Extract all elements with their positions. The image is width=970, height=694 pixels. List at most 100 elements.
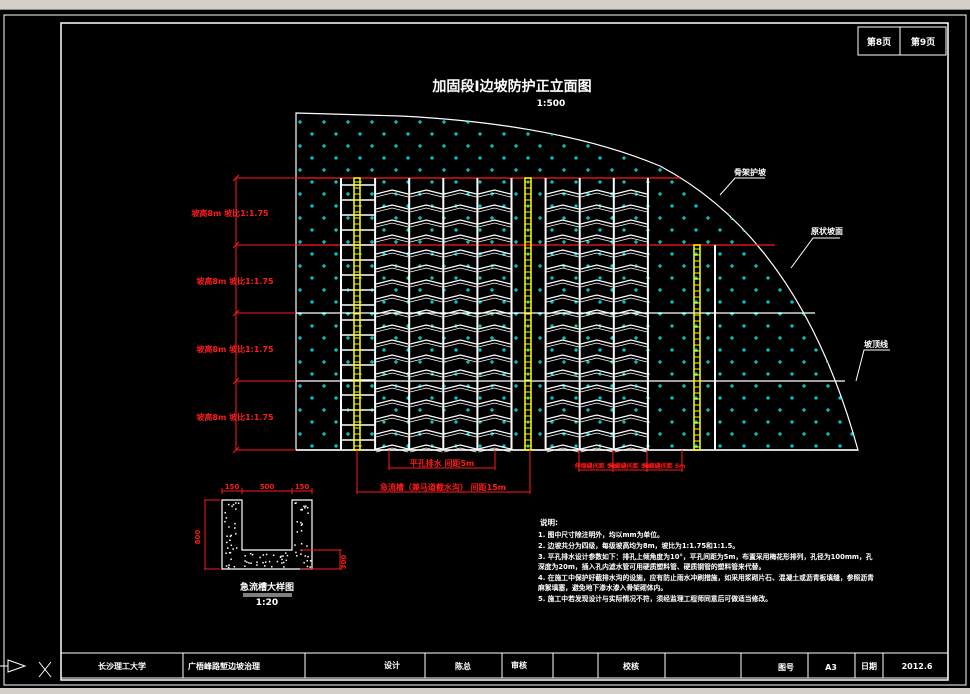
vegetation-mark (538, 216, 542, 220)
vegetation-mark (598, 156, 602, 160)
vegetation-mark (694, 156, 698, 160)
arch-beam (581, 325, 613, 329)
vegetation-mark (310, 276, 314, 280)
vegetation-mark (346, 168, 350, 172)
vegetation-mark (754, 144, 758, 148)
vegetation-mark (490, 288, 494, 292)
vegetation-mark (574, 132, 578, 136)
vegetation-mark (790, 396, 794, 400)
arch-beam (581, 238, 613, 242)
arch-beam (478, 283, 510, 287)
note-item: 深度为20m，插入孔内滤水管可用硬质塑料管、硬质钢管的塑料管来代替。 (538, 562, 765, 571)
notes-heading: 说明: (540, 517, 558, 527)
vegetation-mark (454, 276, 458, 280)
concrete-hatch (228, 526, 230, 528)
vegetation-mark (730, 360, 734, 364)
arch-beam (410, 280, 442, 284)
vegetation-mark (574, 156, 578, 160)
arch-beam (478, 193, 510, 197)
vegetation-mark (826, 408, 830, 412)
vegetation-mark (742, 276, 746, 280)
vegetation-mark (574, 348, 578, 352)
vegetation-mark (430, 132, 434, 136)
vegetation-mark (682, 120, 686, 124)
arch-beam (410, 268, 442, 272)
vegetation-mark (838, 180, 842, 184)
vegetation-mark (346, 384, 350, 388)
vegetation-mark (382, 228, 386, 232)
arch-beam (444, 328, 476, 332)
vegetation-mark (718, 324, 722, 328)
vegetation-mark (322, 120, 326, 124)
arch-beam (376, 253, 408, 257)
concrete-hatch (295, 552, 297, 554)
arch-beam (581, 403, 613, 407)
arch-beam (444, 235, 476, 239)
concrete-hatch (256, 561, 258, 563)
vegetation-mark (718, 228, 722, 232)
vegetation-mark (370, 168, 374, 172)
arch-beam (547, 298, 579, 302)
vegetation-mark (478, 444, 482, 448)
arch-beam (581, 445, 613, 449)
vegetation-mark (334, 300, 338, 304)
concrete-hatch (303, 562, 305, 564)
vegetation-mark (454, 300, 458, 304)
vegetation-mark (754, 264, 758, 268)
vegetation-mark (334, 444, 338, 448)
vegetation-mark (502, 348, 506, 352)
concrete-hatch (301, 543, 303, 545)
concrete-hatch (263, 554, 265, 556)
vegetation-mark (430, 156, 434, 160)
vegetation-mark (298, 120, 302, 124)
vegetation-mark (814, 444, 818, 448)
vegetation-mark (490, 144, 494, 148)
page-number-box: 第8页 第9页 (858, 27, 946, 55)
vegetation-mark (334, 372, 338, 376)
concrete-hatch (305, 555, 307, 557)
arch-beam (581, 208, 613, 212)
vegetation-mark (310, 156, 314, 160)
vegetation-mark (670, 276, 674, 280)
arch-beam (410, 340, 442, 344)
vegetation-mark (694, 204, 698, 208)
arch-beam (615, 208, 647, 212)
arch-beam (376, 370, 408, 374)
concrete-hatch (301, 524, 303, 526)
vegetation-mark (418, 288, 422, 292)
vegetation-mark (766, 156, 770, 160)
vegetation-mark (418, 360, 422, 364)
vegetation-mark (418, 120, 422, 124)
vegetation-mark (370, 384, 374, 388)
arch-beam (615, 205, 647, 209)
arch-beam (376, 445, 408, 449)
vegetation-mark (682, 168, 686, 172)
arch-beam (478, 235, 510, 239)
concrete-hatch (266, 554, 268, 556)
vegetation-mark (478, 180, 482, 184)
concrete-hatch (271, 566, 273, 568)
vegetation-mark (298, 264, 302, 268)
vegetation-mark (334, 180, 338, 184)
vegetation-mark (790, 132, 794, 136)
arch-beam (547, 415, 579, 419)
vegetation-mark (418, 168, 422, 172)
vegetation-mark (778, 240, 782, 244)
arch-beam (410, 298, 442, 302)
vegetation-mark (814, 300, 818, 304)
vegetation-mark (718, 348, 722, 352)
vegetation-mark (298, 384, 302, 388)
arch-beam (581, 223, 613, 227)
concrete-hatch (244, 555, 246, 557)
vegetation-mark (622, 396, 626, 400)
vegetation-mark (814, 180, 818, 184)
vegetation-mark (790, 420, 794, 424)
arch-beam (444, 400, 476, 404)
vegetation-mark (514, 264, 518, 268)
arch-beam (581, 193, 613, 197)
arch-beam (410, 385, 442, 389)
arch-beam (581, 253, 613, 257)
vegetation-mark (538, 288, 542, 292)
vegetation-mark (730, 144, 734, 148)
